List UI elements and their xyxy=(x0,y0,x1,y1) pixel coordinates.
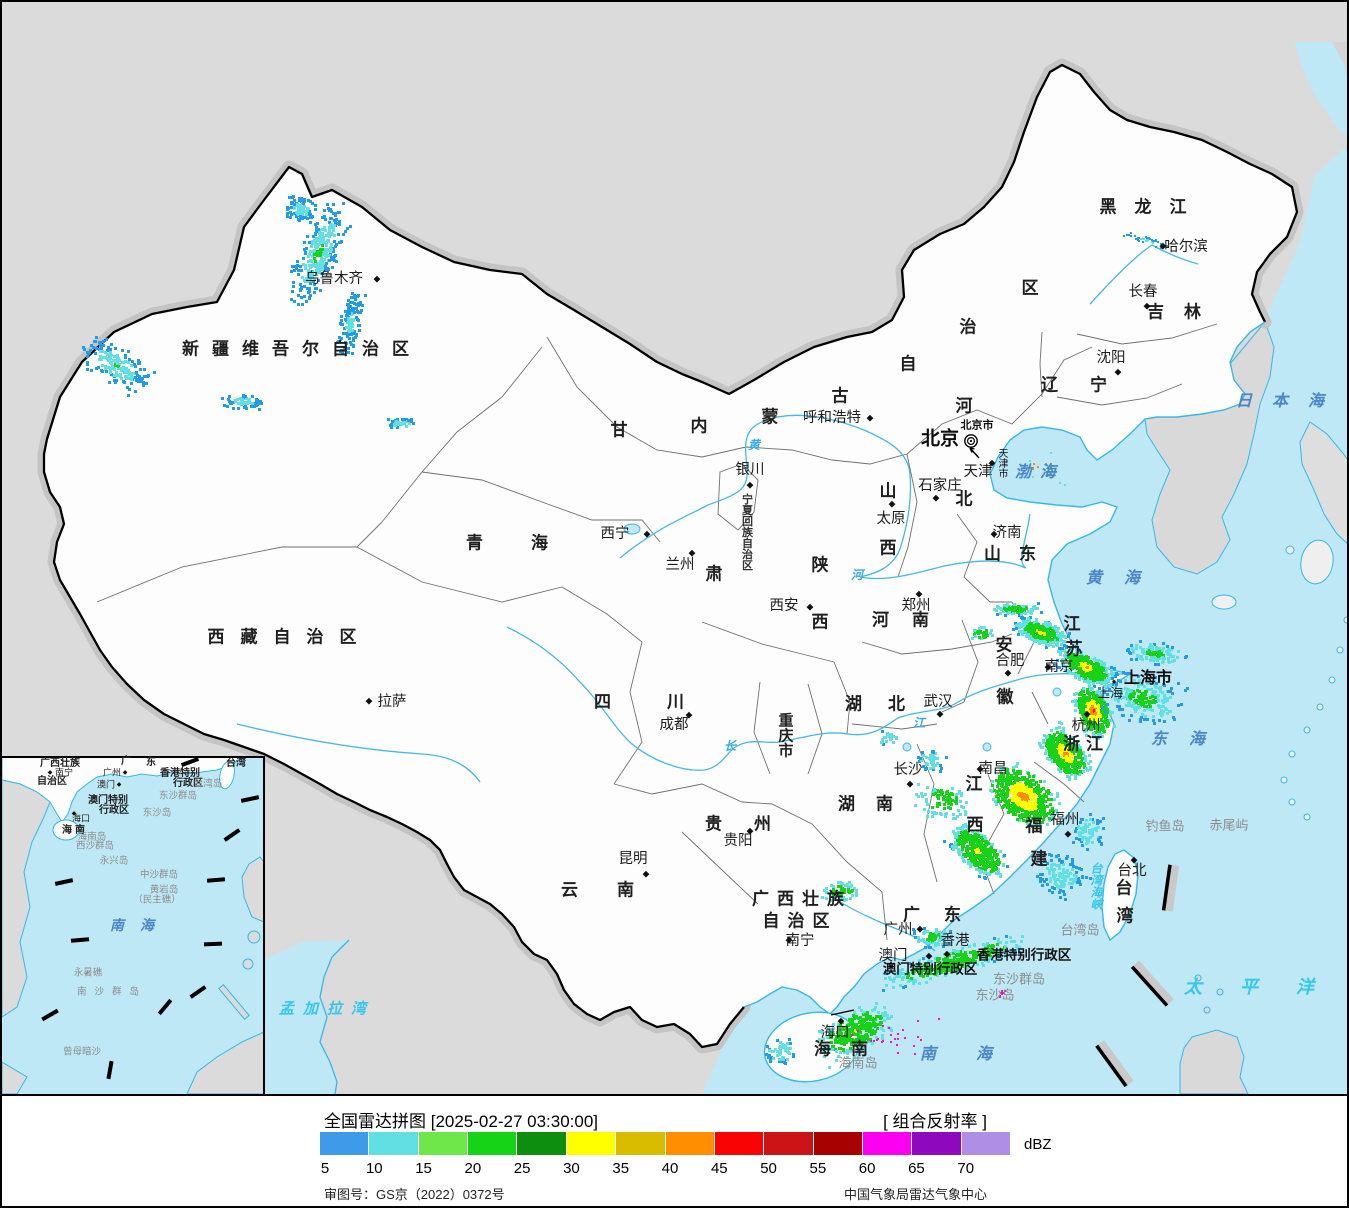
south-china-sea-inset xyxy=(2,756,265,1094)
colorbar xyxy=(320,1132,1011,1155)
ryukyu-islands xyxy=(1280,616,1347,821)
colorbar-tick: 50 xyxy=(760,1160,777,1177)
nine-dash-line-segment xyxy=(223,828,241,842)
radar-echo-layer xyxy=(70,195,1189,1069)
ten-dash-line-segment xyxy=(1095,1040,1134,1088)
colorbar-tick: 15 xyxy=(415,1160,432,1177)
japan-kyushu xyxy=(1300,539,1334,585)
nine-dash-line-segment xyxy=(203,941,223,947)
nine-dash-line-segment xyxy=(189,985,207,999)
japan-honshu xyxy=(1299,421,1347,544)
colorbar-tick: 60 xyxy=(858,1160,876,1177)
colorbar-segment xyxy=(616,1132,665,1155)
rivers xyxy=(236,244,1199,952)
dbz-unit-label: dBZ xyxy=(1024,1136,1052,1153)
capital-icon xyxy=(964,434,978,448)
colorbar-tick: 55 xyxy=(809,1160,827,1177)
nine-dash-line-segment xyxy=(41,1008,59,1022)
jeju-island xyxy=(1211,594,1237,610)
map-approval-number: 审图号：GS京（2022）0372号 xyxy=(324,1187,505,1202)
radar-center-credit: 中国气象局雷达气象中心 xyxy=(843,1187,987,1202)
nine-dash-line-segment xyxy=(106,1060,114,1080)
taiwan-island xyxy=(1101,849,1139,942)
colorbar-segment xyxy=(369,1132,418,1155)
nine-dash-line-segment xyxy=(157,998,173,1016)
colorbar-tick: 10 xyxy=(365,1160,383,1177)
inset-palawan xyxy=(218,984,250,1020)
nine-dash-line-segment xyxy=(70,937,90,943)
colorbar-tick: 5 xyxy=(320,1160,330,1177)
haikou-flag-line xyxy=(830,1009,855,1016)
colorbar-segment xyxy=(714,1132,764,1155)
colorbar-ticks: 5 10 15 20 25 30 35 40 45 50 55 60 65 70 xyxy=(2,1160,1347,1180)
legend-product: [ 组合反射率 ] xyxy=(883,1112,987,1131)
ocean xyxy=(702,148,1347,1094)
colorbar-segment xyxy=(764,1132,813,1155)
colorbar-segment xyxy=(665,1132,714,1155)
myanmar-coastline xyxy=(319,939,350,1094)
boundary-dash-layer xyxy=(1095,864,1180,1088)
inset-dash-layer xyxy=(41,757,260,1080)
ten-dash-line-segment xyxy=(1130,960,1174,1007)
sakhalin-land xyxy=(1332,42,1347,77)
inset-borneo xyxy=(186,1031,265,1094)
national-border xyxy=(42,63,1299,1049)
bay-of-bengal xyxy=(264,940,349,1094)
inset-luzon xyxy=(241,856,265,923)
nine-dash-line-segment xyxy=(180,757,200,767)
inset-hainan xyxy=(52,819,80,841)
map-canvas xyxy=(2,2,1347,1094)
colorbar-tick: 30 xyxy=(563,1160,580,1177)
luzon-island xyxy=(1179,1029,1249,1094)
colorbar-segment xyxy=(912,1132,961,1155)
philippine-islets xyxy=(1194,974,1224,1014)
colorbar-segment xyxy=(961,1132,1011,1155)
colorbar-segment xyxy=(468,1132,517,1155)
tianjin-arrow-icon xyxy=(969,447,980,459)
legend-title: 全国雷达拼图 [2025-02-27 03:30:00] xyxy=(324,1112,599,1131)
okhotsk-sea xyxy=(1294,42,1347,139)
colorbar-segment xyxy=(517,1132,566,1155)
lakes xyxy=(623,523,1062,752)
colorbar-tick: 65 xyxy=(908,1160,925,1177)
colorbar-tick: 35 xyxy=(612,1160,630,1177)
colorbar-segment xyxy=(813,1132,862,1155)
inset-border xyxy=(2,756,265,1094)
colorbar-segment xyxy=(862,1132,912,1155)
inset-ph-island xyxy=(247,930,261,944)
colorbar-segment xyxy=(320,1132,369,1155)
ten-dash-line-segment xyxy=(1161,864,1180,912)
inset-taiwan xyxy=(219,760,235,790)
nine-dash-line-segment xyxy=(206,877,226,883)
nine-dash-line-segment xyxy=(54,878,74,886)
nine-dash-line-segment xyxy=(240,795,260,803)
colorbar-tick: 45 xyxy=(710,1160,728,1177)
colorbar-tick: 25 xyxy=(513,1160,531,1177)
colorbar-segment xyxy=(418,1132,468,1155)
colorbar-tick: 40 xyxy=(661,1160,679,1177)
tsushima-island xyxy=(1285,545,1295,555)
legend-bar: 全国雷达拼图 [2025-02-27 03:30:00] [ 组合反射率 ] d… xyxy=(2,1094,1347,1206)
colorbar-tick: 20 xyxy=(464,1160,482,1177)
inset-ph-island2 xyxy=(242,958,254,970)
china-radar-map: 黑龙江 吉林 辽宁内蒙古自治区新疆维吾尔自治区甘肃青海 西藏自治区 四川 云南 贵州 广西壮族… xyxy=(2,2,1347,1094)
inset-malaya xyxy=(2,1061,28,1094)
colorbar-segment xyxy=(566,1132,616,1155)
colorbar-tick: 70 xyxy=(957,1160,975,1177)
inset-indochina xyxy=(2,779,51,1018)
